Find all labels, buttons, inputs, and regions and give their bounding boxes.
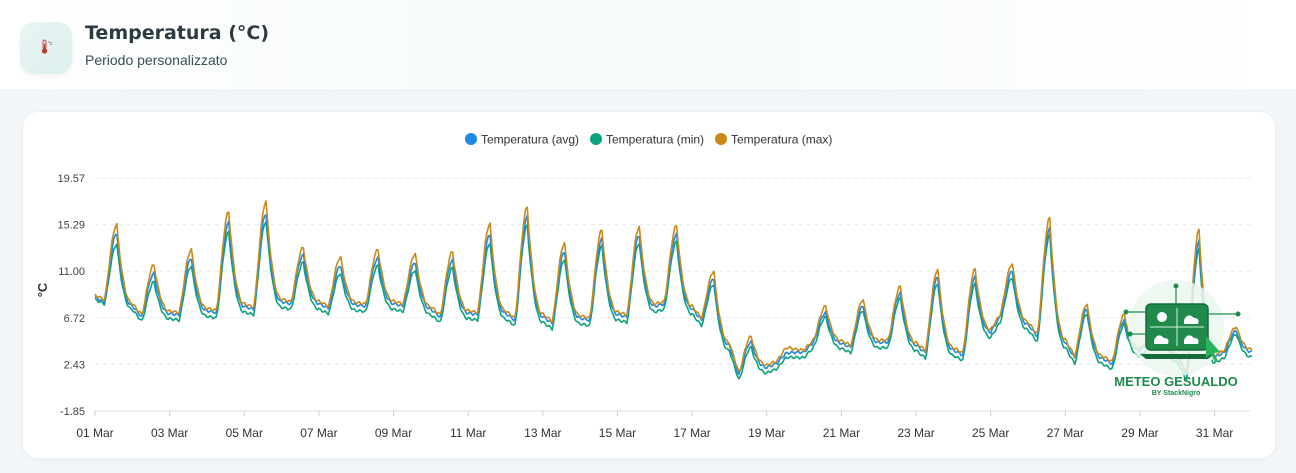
logo-byline: BY StackNigro [1152,390,1201,397]
page-title: Temperatura (°C) [85,22,270,44]
y-axis-label: °C [35,282,50,297]
x-tick-label: 25 Mar [972,426,1009,440]
y-axis: 19.57 15.29 11.00 6.72 2.43 -1.85 [57,173,85,418]
legend-label[interactable]: Temperatura (max) [731,133,832,147]
x-tick-label: 13 Mar [524,426,561,440]
y-tick-label: -1.85 [60,406,85,418]
y-tick-label: 11.00 [58,266,85,278]
thermometer-icon: °c [41,39,53,54]
page-header: °c Temperatura (°C) Periodo personalizza… [0,0,1296,91]
x-tick-label: 05 Mar [226,426,263,440]
header-icon-box: °c [20,22,72,74]
series-line [94,214,1253,376]
x-tick-label: 11 Mar [450,426,486,440]
y-tick-label: 15.29 [57,220,85,232]
x-tick-label: 27 Mar [1047,426,1084,440]
x-tick-label: 21 Mar [823,426,860,440]
chart-grid [95,177,1250,412]
x-tick-label: 19 Mar [748,426,785,440]
legend-label[interactable]: Temperatura (avg) [481,133,579,147]
svg-text:°c: °c [48,41,53,47]
x-tick-label: 29 Mar [1121,426,1158,440]
x-tick-label: 17 Mar [673,426,710,440]
x-tick-label: 07 Mar [300,426,337,440]
x-tick-label: 03 Mar [151,426,188,440]
x-tick-label: 01 Mar [76,426,113,440]
x-tick-label: 23 Mar [897,426,934,440]
y-tick-label: 2.43 [64,359,85,371]
chart-series [94,200,1253,381]
chart-card [22,111,1276,459]
x-axis: 01 Mar 03 Mar 05 Mar 07 Mar 09 Mar 11 Mar 13 M… [76,411,1233,440]
y-tick-label: 19.57 [57,173,85,185]
series-line [94,200,1253,372]
page-subtitle: Periodo personalizzato [85,52,228,68]
x-tick-label: 15 Mar [599,426,636,440]
legend-swatch[interactable] [715,133,727,145]
legend-swatch[interactable] [465,133,477,145]
logo-title: METEO GESUALDO [1114,374,1238,389]
series-line [94,221,1253,381]
meteo-gesualdo-logo: METEO GESUALDO BY StackNigro [1114,280,1241,397]
x-tick-label: 09 Mar [375,426,412,440]
chart-legend: Temperatura (avg) Temperatura (min) Temper… [465,133,832,147]
legend-label[interactable]: Temperatura (min) [606,133,704,147]
y-tick-label: 6.72 [64,313,85,325]
legend-swatch[interactable] [590,133,602,145]
x-tick-label: 31 Mar [1196,426,1233,440]
